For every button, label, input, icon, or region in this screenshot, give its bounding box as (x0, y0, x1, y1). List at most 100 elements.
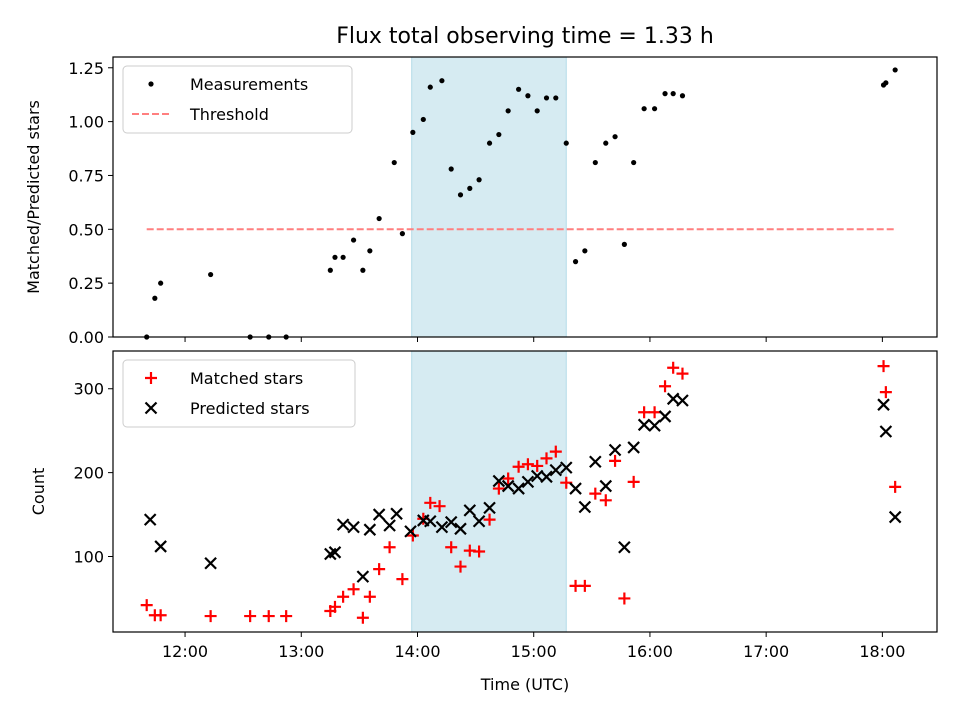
matched-stars-point (204, 610, 217, 623)
predicted-stars-point (658, 410, 672, 423)
measurement-point (592, 159, 598, 166)
predicted-stars-point (608, 443, 622, 457)
observing-interval-shade (411, 350, 567, 633)
matched-stars-point (589, 487, 602, 500)
measurement-point (641, 106, 647, 112)
predicted-stars-point (383, 519, 396, 532)
predicted-stars-point (483, 501, 496, 515)
matched-stars-point (433, 500, 446, 513)
matched-stars-point (140, 599, 153, 612)
predicted-stars-point (627, 441, 640, 454)
x-tick-label: 12:00 (162, 642, 208, 661)
measurement-point (883, 80, 889, 86)
matched-stars-point (383, 541, 396, 554)
measurement-point (534, 108, 540, 114)
matched-stars-point (373, 563, 386, 576)
predicted-stars-point (559, 461, 573, 474)
matched-stars-point (560, 476, 573, 489)
predicted-stars-point (492, 474, 506, 488)
x-tick-label: 16:00 (627, 642, 673, 661)
measurement-point (410, 129, 416, 135)
measurement-point (158, 280, 164, 286)
x-tick-label: 14:00 (394, 642, 440, 661)
matched-stars-point (473, 545, 486, 558)
x-axis-label: Time (UTC) (480, 675, 569, 694)
predicted-stars-point (877, 398, 890, 411)
y-tick-label: 200 (73, 464, 104, 483)
predicted-stars-point (888, 510, 902, 524)
predicted-stars-point (540, 470, 553, 484)
matched-stars-point (618, 592, 631, 605)
y-tick-label: 0.00 (68, 328, 104, 347)
matched-stars-point (445, 541, 458, 554)
x-tick-label: 15:00 (511, 642, 557, 661)
matched-stars-point (648, 406, 661, 419)
measurement-point (208, 271, 214, 278)
measurement-point (525, 93, 531, 99)
predicted-stars-point (578, 500, 592, 514)
measurement-point (350, 237, 357, 243)
x-tick-label: 17:00 (743, 642, 789, 661)
matched-stars-point (659, 380, 672, 393)
predicted-stars-point (589, 455, 602, 468)
measurement-point (553, 95, 559, 101)
x-tick-label: 13:00 (278, 642, 324, 661)
measurement-point (543, 95, 550, 101)
matched-stars-point (676, 367, 689, 380)
measurement-point (332, 254, 338, 260)
predicted-stars-point (454, 522, 467, 536)
predicted-stars-point (463, 504, 477, 517)
measurement-point (621, 241, 627, 247)
matched-stars-point (454, 560, 467, 573)
legend-label: Measurements (190, 75, 308, 94)
bottom-panel: 12:00 13:00 14:00 15:00 16:00 17:00 18:00 100 20… (29, 350, 938, 661)
predicted-stars-point (372, 508, 386, 521)
matched-stars-point (337, 590, 350, 603)
y-tick-label: 1.00 (68, 113, 104, 132)
measurement-point (367, 248, 373, 254)
matched-stars-point (483, 513, 496, 526)
measurement-point (340, 254, 346, 260)
top-panel: 0.00 0.25 0.50 0.75 1.00 1.25 Matched/Predicte… (24, 56, 938, 347)
measurement-point (670, 91, 676, 97)
matched-stars-point (638, 406, 651, 419)
plot-frame (112, 56, 938, 338)
legend-box (122, 359, 356, 428)
measurement-point (651, 106, 658, 112)
predicted-stars-point (599, 479, 613, 493)
predicted-stars-point (336, 518, 350, 531)
y-axis-label: Matched/Predicted stars (24, 100, 43, 294)
predicted-stars-point (143, 513, 157, 526)
matched-stars-point (356, 611, 369, 624)
matched-stars-point (363, 590, 376, 603)
measurement-point (152, 295, 158, 301)
predicted-stars-point (444, 515, 458, 529)
predicted-stars-point (618, 541, 631, 554)
predicted-stars-point (424, 515, 437, 528)
matched-stars-point (549, 445, 562, 458)
y-tick-label: 300 (73, 380, 104, 399)
measurement-point (612, 134, 618, 140)
observing-interval-shade (411, 56, 567, 338)
measurement-point (457, 192, 464, 198)
measurement-point (420, 116, 426, 123)
matched-stars-point (244, 610, 257, 623)
legend-predicted-swatch (144, 401, 158, 415)
measurement-point (391, 159, 397, 166)
matched-stars-point (512, 460, 525, 473)
predicted-stars-point (404, 525, 417, 538)
measurement-point (439, 78, 445, 84)
matched-stars-point (262, 610, 275, 623)
measurement-point (427, 84, 433, 90)
y-tick-label: 0.50 (68, 220, 104, 239)
predicted-stars-point (347, 520, 360, 534)
predicted-stars-point (390, 507, 403, 521)
measurement-point (603, 140, 609, 146)
matched-stars-point (667, 361, 680, 374)
y-axis-label: Count (29, 468, 48, 516)
chart-title: Flux total observing time = 1.33 h (336, 24, 714, 49)
matched-stars-point (424, 496, 437, 509)
legend-label: Matched stars (190, 369, 303, 388)
measurement-point (892, 67, 898, 73)
